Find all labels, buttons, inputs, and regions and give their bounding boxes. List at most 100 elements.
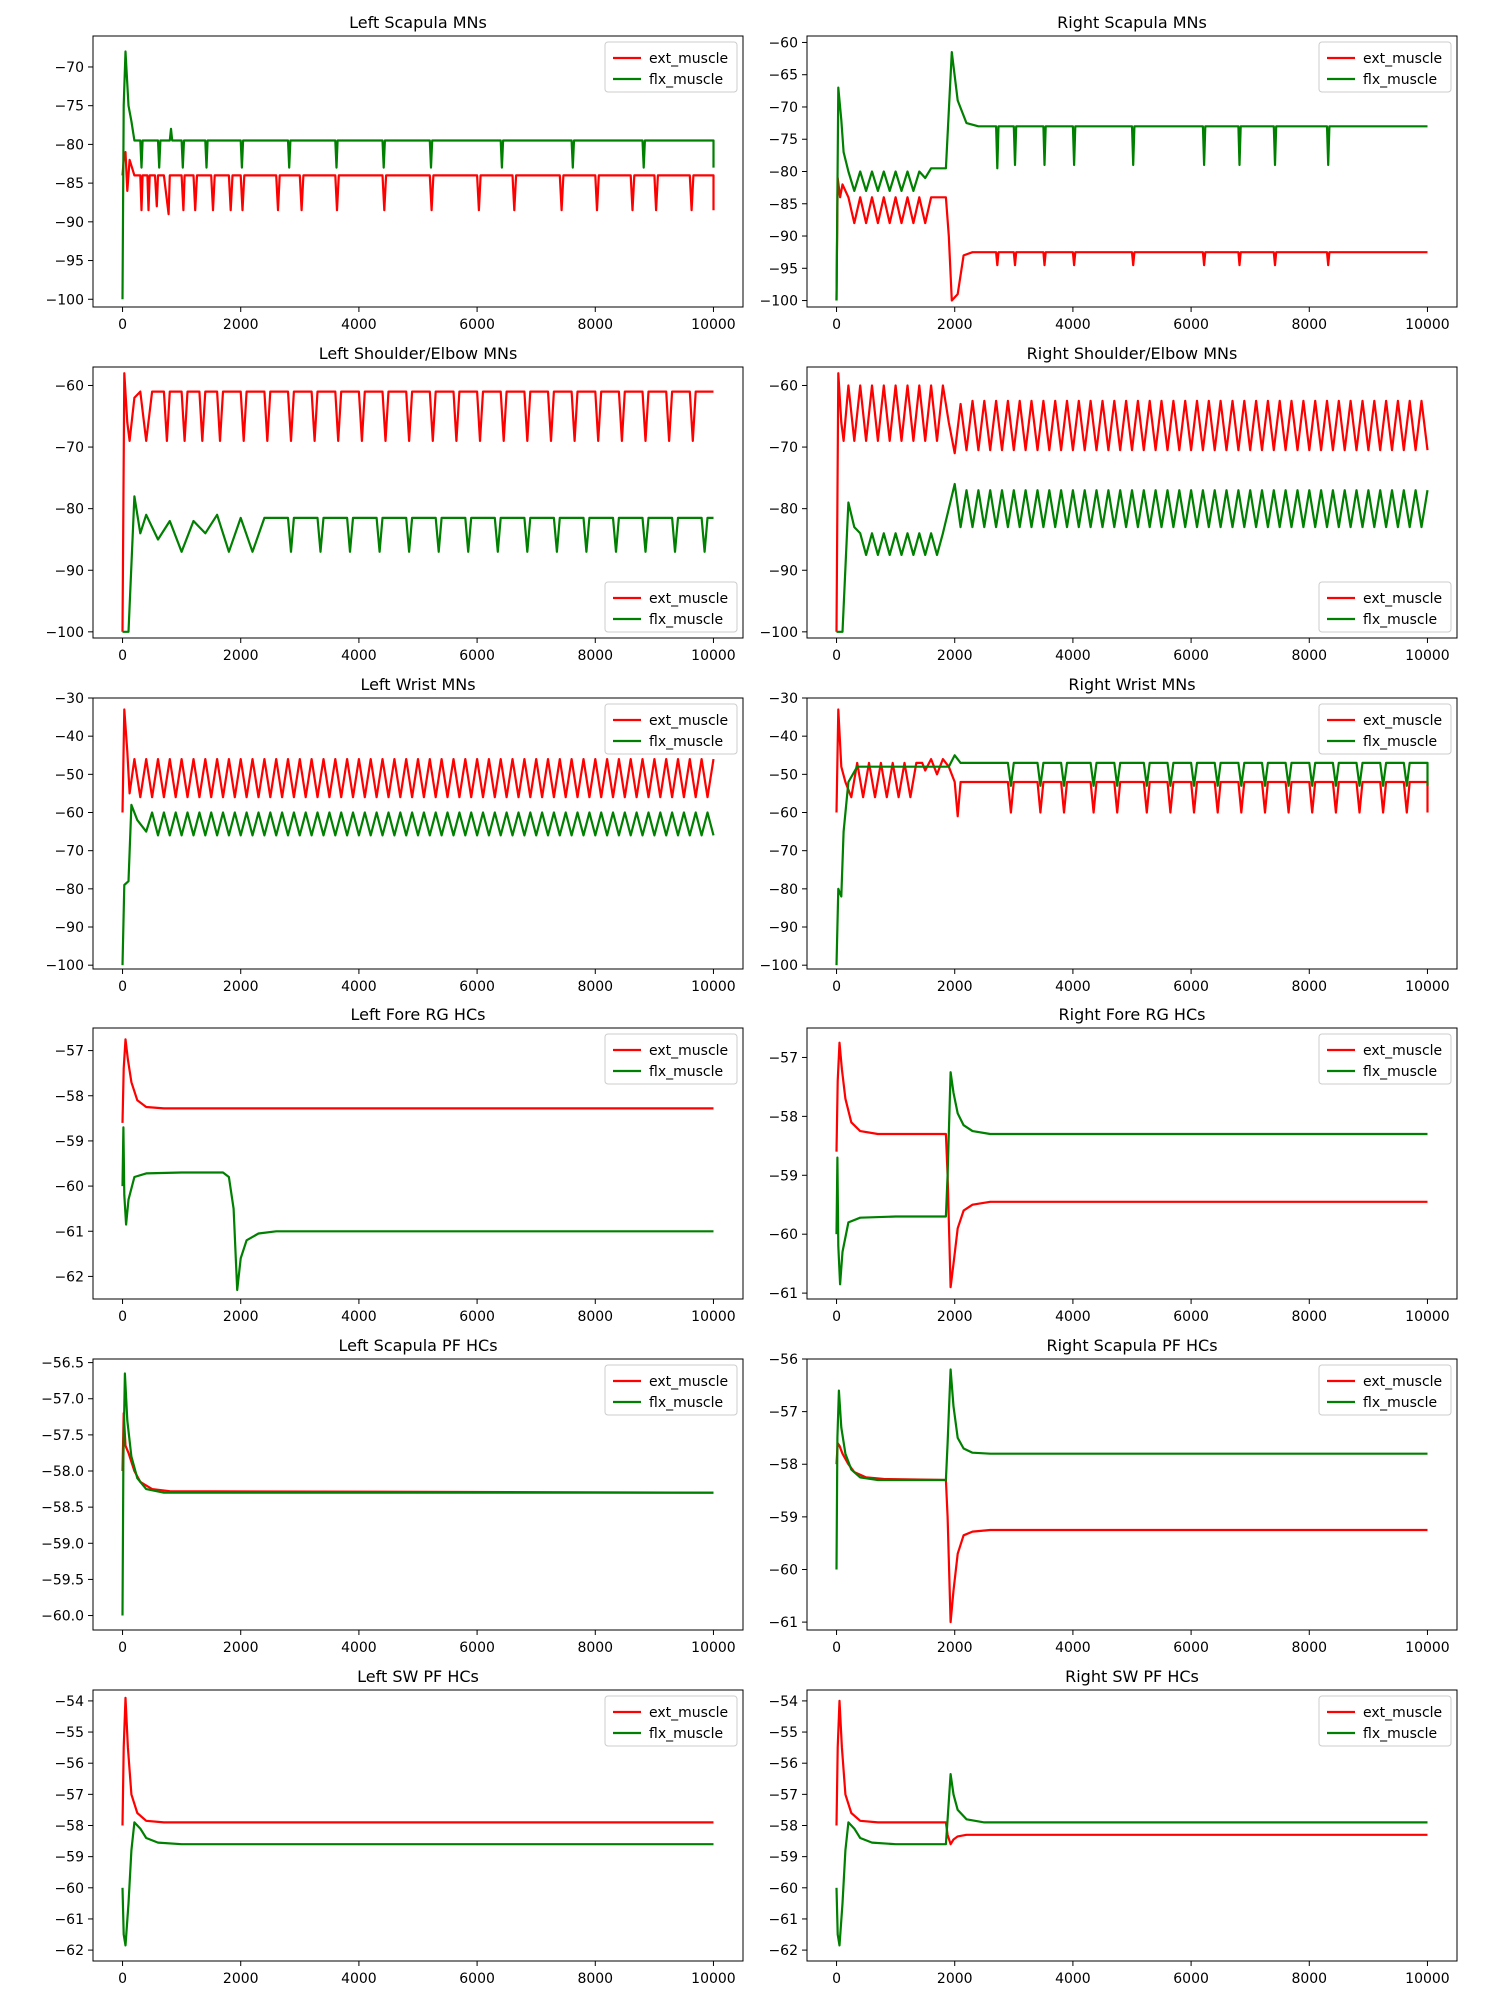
- y-tick-label: −60: [768, 378, 798, 394]
- legend: ext_muscle flx_muscle: [1318, 581, 1452, 633]
- plot-frame: [806, 697, 1458, 970]
- y-tick-label: −80: [768, 502, 798, 518]
- x-tick-label: 0: [118, 1309, 127, 1325]
- y-tick-label: −100: [760, 958, 798, 974]
- x-tick-label: 10000: [691, 1971, 736, 1987]
- series-line-ext_muscle: [835, 176, 1428, 302]
- y-tick-label: −58: [768, 1819, 798, 1835]
- x-tick-label: 6000: [1173, 317, 1209, 333]
- chart-panel: Right Shoulder/Elbow MNs 0 2000 4000 6000 800…: [760, 344, 1458, 664]
- chart-title: Right Fore RG HCs: [1059, 1005, 1206, 1024]
- chart-title: Left SW PF HCs: [357, 1667, 479, 1686]
- legend-label: ext_muscle: [1363, 1374, 1442, 1390]
- chart-panel: Right SW PF HCs 0 2000 4000 6000 8000 10000 −54…: [768, 1667, 1458, 1987]
- chart-title: Left Scapula MNs: [349, 13, 487, 32]
- x-tick-label: 2000: [223, 979, 259, 995]
- chart-panel: Left SW PF HCs 0 2000 4000 6000 8000 10000 −54 −…: [54, 1667, 744, 1987]
- x-tick-label: 6000: [459, 979, 495, 995]
- y-tick-label: −56: [768, 1352, 798, 1368]
- series-line-flx_muscle: [122, 495, 714, 633]
- series-line-ext_muscle: [835, 708, 1429, 818]
- y-tick-label: −40: [768, 729, 798, 745]
- chart-title: Left Shoulder/Elbow MNs: [319, 344, 518, 363]
- legend-label: flx_muscle: [1363, 734, 1437, 750]
- series-line-flx_muscle: [121, 1372, 714, 1616]
- y-tick-label: −60: [768, 1881, 798, 1897]
- legend: ext_muscle flx_muscle: [604, 703, 738, 755]
- y-tick-label: −62: [54, 1269, 84, 1285]
- series-line-flx_muscle: [835, 51, 1428, 301]
- x-tick-label: 10000: [1405, 1309, 1450, 1325]
- legend-label: flx_muscle: [649, 734, 723, 750]
- legend: ext_muscle flx_muscle: [604, 1695, 738, 1747]
- x-tick-label: 4000: [341, 317, 377, 333]
- series-line-flx_muscle: [835, 1071, 1428, 1286]
- legend: ext_muscle flx_muscle: [604, 41, 738, 93]
- x-tick-label: 0: [832, 1971, 841, 1987]
- y-tick-label: −90: [768, 229, 798, 245]
- y-tick-label: −58.0: [41, 1464, 84, 1480]
- x-tick-label: 2000: [937, 317, 973, 333]
- x-tick-label: 0: [832, 1309, 841, 1325]
- legend-label: ext_muscle: [1363, 713, 1442, 729]
- legend-label: ext_muscle: [649, 591, 728, 607]
- legend-label: flx_muscle: [649, 72, 723, 88]
- plot-frame: [806, 1358, 1458, 1631]
- y-tick-label: −65: [768, 68, 798, 84]
- legend-label: ext_muscle: [649, 1374, 728, 1390]
- y-tick-label: −70: [54, 844, 84, 860]
- y-tick-label: −100: [46, 292, 84, 308]
- x-tick-label: 4000: [1055, 1309, 1091, 1325]
- chart-title: Left Scapula PF HCs: [338, 1336, 497, 1355]
- legend: ext_muscle flx_muscle: [604, 581, 738, 633]
- y-tick-label: −80: [768, 165, 798, 181]
- legend-label: ext_muscle: [649, 51, 728, 67]
- x-tick-label: 2000: [937, 979, 973, 995]
- legend: ext_muscle flx_muscle: [1318, 41, 1452, 93]
- legend-label: flx_muscle: [1363, 612, 1437, 628]
- y-tick-label: −59: [54, 1134, 84, 1150]
- y-tick-label: −50: [54, 767, 84, 783]
- y-tick-label: −61: [54, 1912, 84, 1928]
- plot-frame: [92, 1027, 744, 1300]
- x-tick-label: 4000: [341, 1971, 377, 1987]
- x-tick-label: 8000: [577, 1640, 613, 1656]
- x-tick-label: 8000: [1291, 979, 1327, 995]
- y-tick-label: −59: [768, 1168, 798, 1184]
- y-tick-label: −59: [54, 1850, 84, 1866]
- y-tick-label: −90: [54, 563, 84, 579]
- x-tick-label: 8000: [577, 1971, 613, 1987]
- series-line-ext_muscle: [121, 372, 714, 632]
- x-tick-label: 2000: [937, 1971, 973, 1987]
- series-line-flx_muscle: [121, 1126, 714, 1292]
- y-tick-label: −58: [54, 1819, 84, 1835]
- y-tick-label: −60: [54, 1179, 84, 1195]
- y-tick-label: −57: [54, 1044, 84, 1060]
- series-line-ext_muscle: [121, 1696, 714, 1826]
- x-tick-label: 2000: [223, 648, 259, 664]
- x-tick-label: 2000: [223, 1971, 259, 1987]
- y-tick-label: −60: [768, 1227, 798, 1243]
- plot-frame: [92, 35, 744, 308]
- y-tick-label: −60: [768, 806, 798, 822]
- series-line-flx_muscle: [121, 50, 715, 300]
- x-tick-label: 4000: [1055, 648, 1091, 664]
- x-tick-label: 2000: [223, 317, 259, 333]
- plot-frame: [92, 366, 744, 639]
- y-tick-label: −61: [768, 1912, 798, 1928]
- y-tick-label: −62: [54, 1943, 84, 1959]
- x-tick-label: 2000: [223, 1309, 259, 1325]
- chart-panel: Right Scapula MNs 0 2000 4000 6000 8000 10000 −…: [760, 13, 1458, 333]
- chart-title: Right Scapula MNs: [1057, 13, 1207, 32]
- x-tick-label: 0: [118, 648, 127, 664]
- legend: ext_muscle flx_muscle: [1318, 1033, 1452, 1085]
- y-tick-label: −56: [768, 1756, 798, 1772]
- y-tick-label: −70: [768, 440, 798, 456]
- y-tick-label: −95: [54, 254, 84, 270]
- x-tick-label: 0: [832, 317, 841, 333]
- legend: ext_muscle flx_muscle: [604, 1364, 738, 1416]
- series-line-flx_muscle: [836, 482, 1429, 633]
- x-tick-label: 6000: [459, 1971, 495, 1987]
- chart-title: Right SW PF HCs: [1065, 1667, 1199, 1686]
